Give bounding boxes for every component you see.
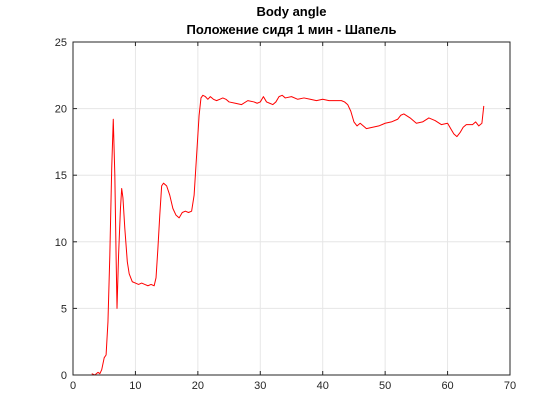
x-tick-label: 50 <box>379 380 391 392</box>
y-tick-label: 25 <box>55 37 67 49</box>
grid <box>72 41 511 376</box>
series-line <box>91 94 485 376</box>
x-tick-label: 30 <box>254 380 266 392</box>
axis-ticks: 0 10 20 30 40 50 60 70 0 5 10 15 20 25 <box>55 37 516 392</box>
x-tick-label: 40 <box>317 380 329 392</box>
x-tick-label: 20 <box>192 380 204 392</box>
plot-area-box <box>72 41 511 376</box>
x-tick-label: 60 <box>441 380 453 392</box>
y-tick-label: 0 <box>61 370 67 382</box>
y-tick-label: 20 <box>55 104 67 116</box>
x-tick-label: 70 <box>504 380 516 392</box>
x-tick-label: 10 <box>129 380 141 392</box>
y-tick-label: 10 <box>55 237 67 249</box>
chart-subtitle: Положение сидя 1 мин - Шапель <box>187 22 397 37</box>
chart-title: Body angle <box>256 4 326 19</box>
y-tick-label: 15 <box>55 170 67 182</box>
y-tick-label: 5 <box>61 303 67 315</box>
series-layer <box>91 94 485 376</box>
x-tick-label: 0 <box>70 380 76 392</box>
